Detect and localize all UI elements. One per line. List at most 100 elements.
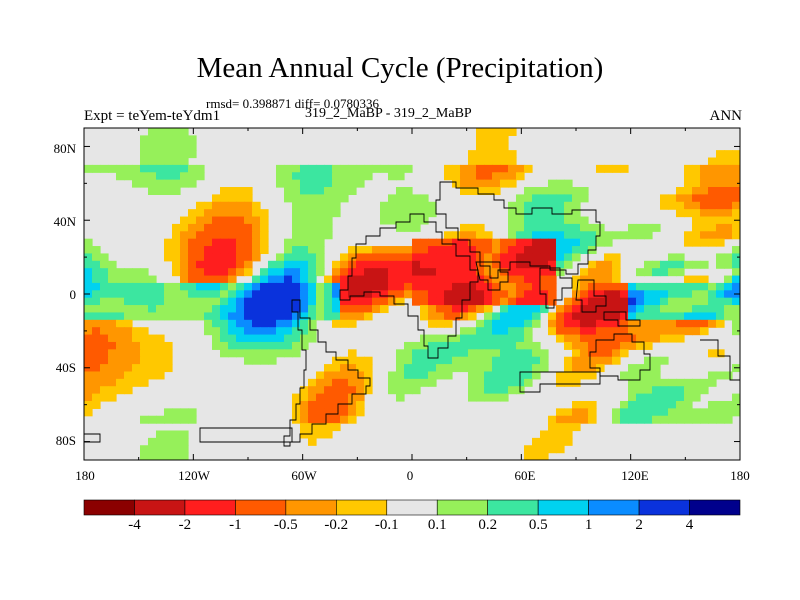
field-cell	[228, 282, 237, 291]
field-cell	[652, 386, 661, 395]
field-cell	[500, 378, 509, 387]
field-cell	[332, 319, 341, 328]
field-cell	[100, 253, 109, 262]
field-cell	[316, 378, 325, 387]
field-cell	[580, 194, 589, 203]
field-cell	[252, 356, 261, 365]
field-cell	[404, 187, 413, 195]
field-cell	[220, 268, 229, 277]
experiment-label: Expt = teYem-teYdm1	[84, 108, 221, 124]
field-cell	[292, 194, 301, 203]
field-cell	[588, 334, 597, 343]
field-cell	[316, 238, 325, 247]
field-cell	[156, 142, 165, 151]
field-cell	[548, 327, 557, 336]
field-cell	[220, 282, 229, 291]
field-cell	[236, 260, 245, 269]
field-cell	[92, 356, 101, 365]
field-cell	[564, 312, 573, 321]
field-cell	[236, 268, 245, 277]
field-cell	[404, 371, 413, 380]
field-cell	[588, 260, 597, 269]
field-cell	[172, 150, 181, 159]
field-cell	[348, 179, 357, 188]
field-cell	[596, 238, 605, 247]
field-cell	[396, 268, 405, 277]
y-tick-label: 40S	[55, 360, 76, 375]
field-cell	[124, 364, 133, 373]
field-cell	[700, 327, 709, 336]
field-cell	[244, 312, 253, 321]
field-cell	[260, 327, 269, 336]
field-cell	[324, 312, 333, 321]
field-cell	[620, 408, 629, 417]
field-cell	[676, 386, 685, 395]
field-cell	[564, 430, 573, 439]
field-cell	[572, 312, 581, 321]
field-cell	[356, 378, 365, 387]
field-cell	[476, 319, 485, 328]
field-cell	[156, 452, 165, 460]
field-cell	[564, 408, 573, 417]
field-cell	[716, 371, 725, 380]
field-cell	[708, 282, 717, 291]
field-cell	[308, 408, 317, 417]
field-cell	[420, 371, 429, 380]
field-cell	[340, 282, 349, 291]
field-cell	[236, 341, 245, 350]
field-cell	[220, 349, 229, 358]
field-cell	[636, 378, 645, 387]
field-cell	[140, 268, 149, 277]
field-cell	[716, 150, 725, 159]
field-cell	[268, 282, 277, 291]
field-cell	[732, 150, 740, 159]
field-cell	[612, 408, 621, 417]
field-cell	[500, 275, 509, 284]
field-cell	[292, 164, 301, 173]
field-cell	[572, 275, 581, 284]
field-cell	[268, 297, 277, 306]
field-cell	[580, 327, 589, 336]
field-cell	[460, 356, 469, 365]
field-cell	[252, 238, 261, 247]
field-cell	[628, 378, 637, 387]
field-cell	[116, 327, 125, 336]
field-cell	[196, 260, 205, 269]
field-cell	[108, 319, 117, 328]
field-cell	[84, 282, 93, 291]
field-cell	[596, 260, 605, 269]
field-cell	[524, 238, 533, 247]
field-cell	[524, 327, 533, 336]
field-cell	[372, 282, 381, 291]
field-cell	[92, 312, 101, 321]
field-cell	[420, 268, 429, 277]
field-cell	[124, 356, 133, 365]
field-cell	[308, 246, 317, 255]
field-cell	[444, 349, 453, 358]
field-cell	[300, 290, 309, 299]
field-cell	[548, 201, 557, 210]
field-cell	[228, 187, 237, 195]
field-cell	[276, 297, 285, 306]
field-cell	[468, 179, 477, 188]
field-cell	[380, 253, 389, 262]
field-cell	[420, 349, 429, 358]
field-cell	[132, 268, 141, 277]
field-cell	[444, 297, 453, 306]
field-cell	[532, 282, 541, 291]
field-cell	[324, 179, 333, 188]
field-cell	[452, 349, 461, 358]
field-cell	[316, 400, 325, 409]
field-cell	[460, 172, 469, 181]
field-cell	[540, 223, 549, 232]
field-cell	[516, 231, 525, 240]
field-cell	[124, 290, 133, 299]
field-cell	[340, 164, 349, 173]
field-cell	[596, 356, 605, 365]
field-cell	[340, 179, 349, 188]
field-cell	[276, 253, 285, 262]
comparison-label: 319_2_MaBP - 319_2_MaBP	[305, 106, 472, 121]
field-cell	[84, 253, 93, 262]
field-cell	[588, 408, 597, 417]
field-cell	[124, 386, 133, 395]
